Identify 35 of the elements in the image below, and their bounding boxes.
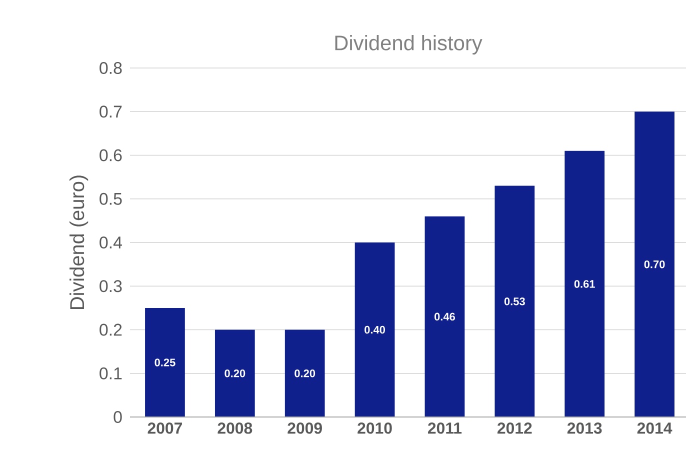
x-tick-label: 2008	[218, 422, 252, 434]
bar	[214, 330, 255, 417]
data-label: 0.20	[294, 370, 316, 378]
bar	[284, 330, 325, 417]
x-tick-label: 2011	[428, 422, 462, 434]
y-tick-label: 0.2	[100, 324, 122, 336]
data-label: 0.40	[364, 326, 385, 334]
data-label: 0.25	[154, 358, 176, 366]
bar	[634, 112, 674, 417]
bar	[424, 216, 465, 417]
x-tick-label: 2014	[637, 422, 672, 434]
chart-title: Dividend history	[335, 35, 482, 55]
bar	[494, 186, 535, 417]
x-tick-label: 2010	[358, 422, 392, 434]
data-label: 0.61	[574, 280, 595, 288]
x-tick-label: 2007	[148, 422, 182, 434]
y-axis-title: Dividend (euro)	[70, 176, 88, 309]
x-tick-label: 2013	[567, 422, 602, 434]
y-tick-label: 0.3	[100, 280, 122, 292]
bar	[145, 308, 185, 417]
y-tick-label: 0.5	[100, 192, 122, 205]
data-label: 0.20	[224, 370, 246, 378]
bar	[354, 242, 395, 417]
y-tick-label: 0.6	[100, 149, 122, 162]
data-label: 0.70	[644, 260, 665, 268]
x-tick-label: 2009	[288, 422, 322, 434]
y-tick-label: 0.7	[100, 106, 122, 118]
data-label: 0.53	[504, 298, 525, 306]
x-tick-label: 2012	[497, 422, 532, 434]
y-tick-label: 0	[114, 411, 122, 423]
data-label: 0.46	[434, 312, 455, 321]
y-tick-label: 0.8	[100, 62, 122, 74]
bar	[564, 150, 605, 417]
y-tick-label: 0.1	[100, 367, 122, 380]
y-tick-label: 0.4	[100, 236, 122, 248]
